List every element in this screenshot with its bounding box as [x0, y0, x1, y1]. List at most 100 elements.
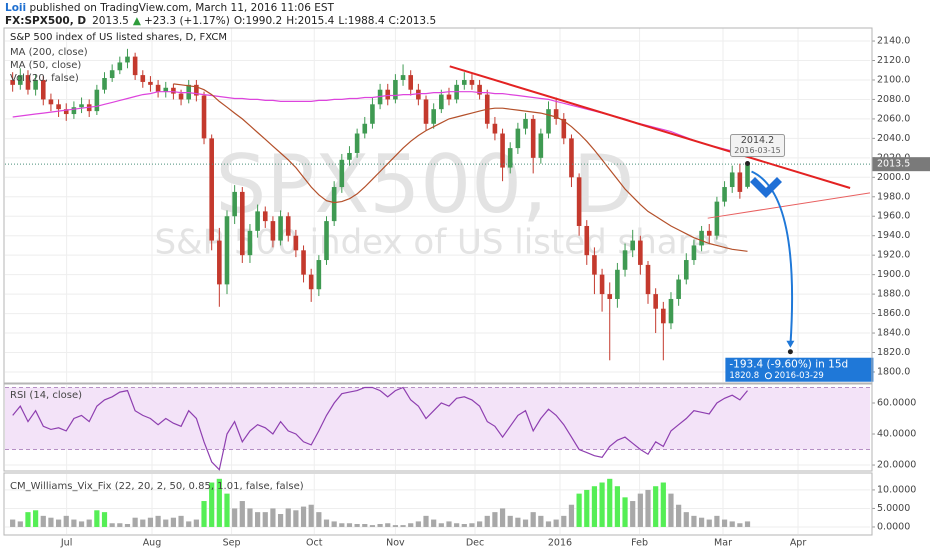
vix-pane-frame	[3, 472, 873, 536]
candle-body	[354, 133, 360, 153]
watermark: SPX500, D	[216, 138, 635, 231]
vix-bar	[270, 508, 276, 527]
candle-body	[561, 118, 567, 139]
candle-body	[553, 109, 559, 119]
open-value: 1990.2	[245, 15, 282, 27]
y-tick-label: 1940.0	[877, 230, 910, 241]
vix-bar	[239, 501, 245, 527]
candle-body	[79, 104, 84, 108]
candle-body	[507, 148, 513, 168]
vix-bar	[78, 521, 85, 527]
vix-bar	[224, 493, 230, 527]
last-price-box	[872, 157, 930, 172]
vix-bar	[101, 512, 108, 527]
pane-title: CM_Williams_Vix_Fix (22, 20, 2, 50, 0.85…	[10, 481, 304, 492]
vix-bar	[247, 508, 253, 527]
vix-bar	[109, 523, 115, 527]
candle-body	[393, 79, 398, 100]
vix-bar	[331, 521, 337, 527]
candle-body	[194, 84, 199, 96]
vix-bar	[530, 512, 536, 527]
vix-bar	[17, 521, 23, 527]
y-tick-label: 1840.0	[877, 328, 910, 339]
vix-bar	[461, 524, 467, 527]
candle-body	[408, 75, 414, 90]
vix-bar	[377, 524, 383, 527]
vix-bar	[209, 482, 215, 527]
vix-bar	[308, 504, 314, 527]
x-tick-label: Jul	[60, 538, 72, 549]
vix-bar	[469, 523, 475, 527]
candle-body	[18, 75, 23, 85]
candle-body	[668, 298, 674, 324]
candle-body	[683, 260, 689, 280]
change: +23.3 (+1.17%)	[144, 15, 230, 27]
candle-body	[576, 177, 582, 226]
candle-body	[324, 221, 329, 261]
candle-body	[56, 104, 61, 110]
vix-bar	[423, 515, 429, 527]
vix-bar	[193, 519, 199, 527]
y-tick-label: 5.0000	[877, 503, 910, 514]
candle-body	[699, 230, 704, 246]
y-tick-label: 40.0000	[877, 429, 916, 440]
vix-bar	[33, 510, 39, 527]
y-tick-label: 60.0000	[877, 397, 916, 408]
candle-body	[492, 123, 498, 134]
y-tick-label: 2140.0	[877, 36, 910, 47]
legend-entry: MA (200, close)	[10, 47, 88, 58]
pane-title: S&P 500 index of US listed shares, D, FX…	[10, 32, 227, 43]
vix-bar	[522, 519, 529, 527]
vix-bar	[170, 517, 177, 527]
projection-point	[787, 349, 793, 355]
candle-body	[209, 138, 214, 241]
vix-bar	[607, 478, 613, 527]
vix-bar	[140, 519, 146, 527]
y-tick-label: 20.0000	[877, 460, 916, 471]
y-tick-label: 2120.0	[877, 55, 910, 66]
vix-bar	[316, 512, 322, 527]
ohlc-label: C:	[389, 15, 400, 27]
vix-bar	[178, 515, 184, 527]
candle-body	[148, 81, 153, 85]
vix-bar	[599, 482, 605, 527]
vix-bar	[507, 515, 513, 527]
candle-body	[714, 201, 720, 236]
callout-date: 2016-03-15	[734, 146, 781, 155]
candle-body	[469, 79, 475, 85]
trendline	[449, 65, 851, 189]
legend-entry: Vol (20, false)	[10, 73, 79, 84]
y-tick-label: 1920.0	[877, 250, 910, 261]
candle-body	[538, 133, 544, 158]
vix-bar	[132, 517, 138, 527]
ohlc-label: L:	[338, 15, 347, 27]
last-price: 2013.5	[92, 15, 129, 27]
candle-body	[737, 172, 743, 192]
candle-body	[599, 274, 605, 295]
vix-bar	[392, 525, 398, 527]
candle-body	[109, 70, 115, 79]
vix-bar	[346, 523, 353, 527]
candle-body	[592, 255, 597, 275]
published: published on TradingView.com, March 11, …	[29, 2, 334, 14]
projection-box	[725, 357, 874, 382]
candle-body	[706, 230, 712, 236]
vix-bar	[438, 523, 444, 527]
candle-body	[500, 133, 505, 168]
x-tick-label: Sep	[223, 538, 241, 549]
candle-body	[285, 216, 291, 236]
author: Loii	[5, 2, 26, 14]
candle-body	[10, 79, 15, 85]
candle-body	[71, 107, 77, 115]
vix-bar	[285, 508, 291, 527]
vix-bar	[653, 486, 659, 527]
clock-icon	[764, 372, 772, 380]
candle-body	[270, 221, 276, 241]
candle-body	[102, 78, 107, 90]
vix-bar	[124, 524, 131, 527]
y-tick-label: 10.0000	[877, 484, 916, 495]
last-price-label: 2013.5	[877, 159, 910, 170]
vix-bar	[186, 521, 192, 527]
vix-bar	[630, 501, 636, 527]
